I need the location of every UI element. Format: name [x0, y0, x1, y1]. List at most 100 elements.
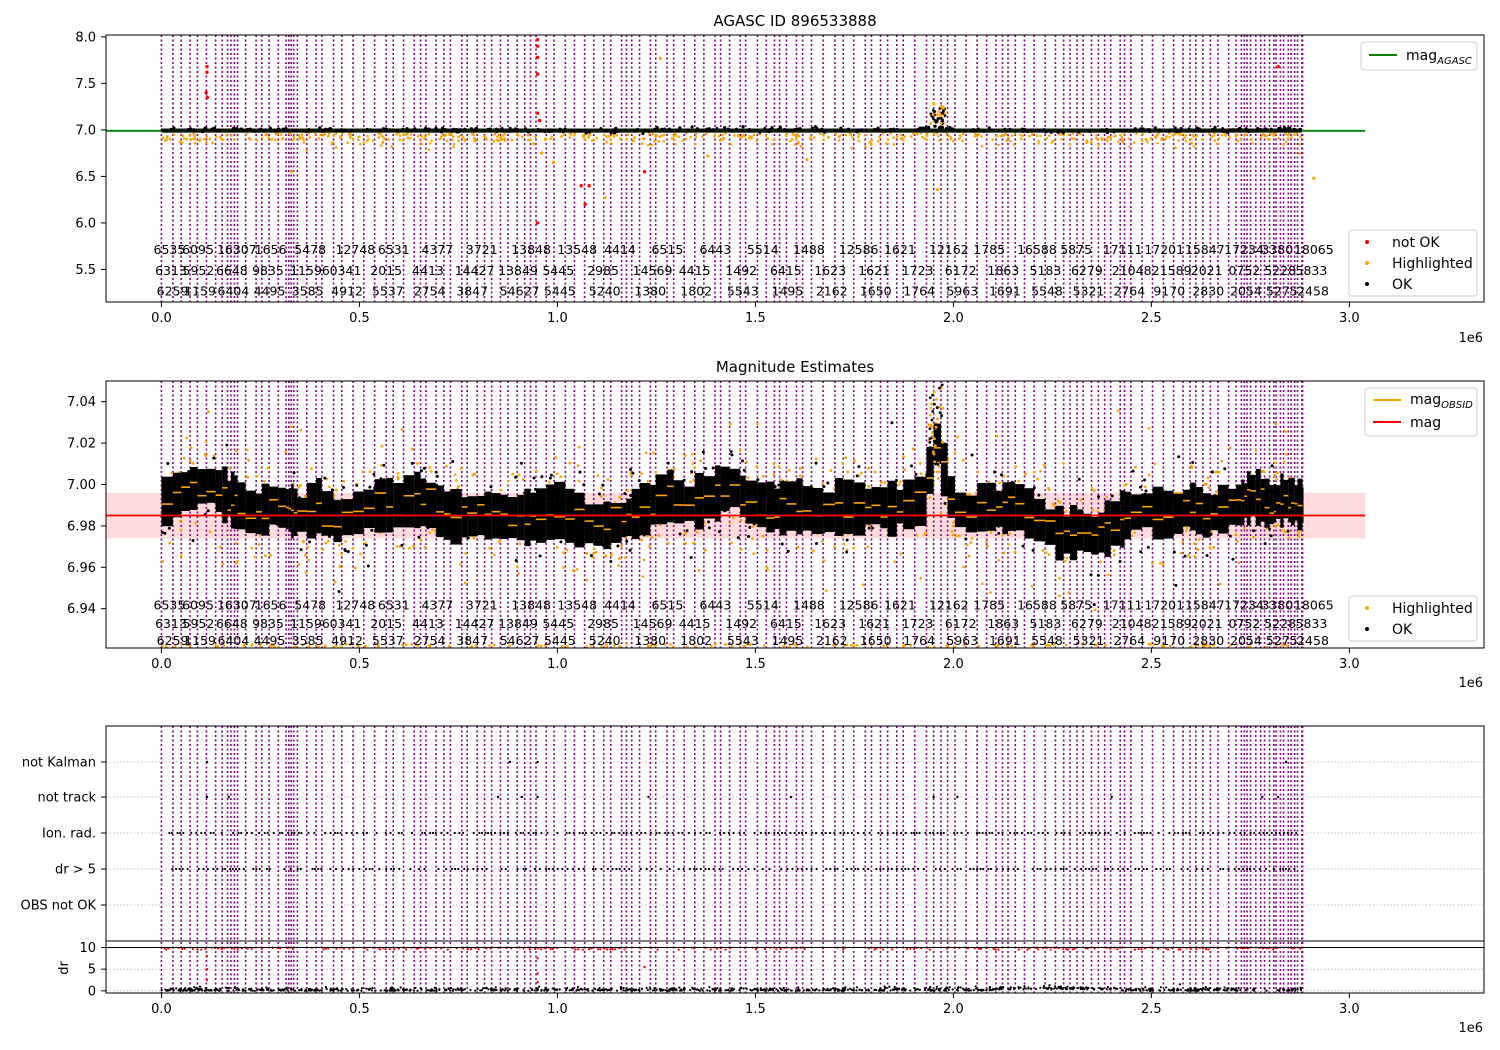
ok-point — [1097, 495, 1101, 499]
flag-point — [556, 867, 559, 871]
dr-point — [646, 988, 649, 992]
flag-point — [313, 867, 317, 871]
dr-point — [1101, 987, 1104, 990]
dr-point — [379, 989, 382, 992]
ok-point — [370, 524, 374, 528]
ok-points-block — [655, 474, 668, 525]
flag-point — [856, 867, 860, 871]
ok-point — [563, 500, 567, 504]
ok-point — [1025, 129, 1029, 134]
highlighted-point — [559, 475, 563, 479]
ok-point — [786, 525, 790, 529]
flag-point — [975, 867, 979, 871]
highlighted-point — [332, 134, 336, 138]
ok-point — [581, 504, 585, 508]
ok-points-block — [834, 478, 844, 536]
ok-points-block — [161, 476, 173, 527]
flag-point — [682, 867, 685, 871]
ok-point — [215, 129, 220, 133]
dr-point — [474, 989, 477, 992]
highlighted-point — [1148, 642, 1152, 646]
flag-point — [753, 831, 756, 835]
magnitude-axes-frame — [105, 380, 1485, 649]
flag-point — [850, 867, 853, 871]
obs-id-annotation: 1723 — [902, 616, 934, 631]
flag-point — [1142, 867, 1145, 871]
highlighted-point — [340, 552, 343, 556]
dr-point — [951, 988, 954, 991]
ok-point — [741, 459, 745, 463]
highlighted-point — [1177, 139, 1180, 143]
flag-point — [850, 831, 853, 835]
highlighted-point — [693, 466, 697, 469]
highlighted-point — [412, 544, 416, 548]
highlighted-point — [605, 642, 609, 646]
highlighted-point — [766, 568, 769, 571]
dr-point — [798, 989, 801, 992]
highlighted-point — [1106, 573, 1110, 577]
flag-point — [250, 831, 253, 835]
obs-id-annotation: 5963 — [946, 284, 978, 299]
dr-point — [181, 989, 185, 992]
ok-point — [1077, 477, 1081, 481]
flag-point — [429, 831, 432, 835]
highlighted-point — [211, 141, 214, 145]
highlighted-point — [1191, 134, 1195, 137]
flag-point — [1155, 867, 1158, 871]
highlighted-point — [332, 645, 336, 648]
ok-point — [934, 398, 938, 401]
obs-id-annotation: 1495 — [772, 284, 804, 299]
not-ok-point — [535, 44, 540, 48]
ok-point — [1252, 529, 1256, 533]
highlighted-point — [576, 464, 580, 468]
flag-point — [797, 831, 801, 835]
ok-point — [1006, 506, 1010, 510]
dr-point — [425, 989, 428, 992]
ok-point — [549, 473, 553, 477]
ok-point — [281, 490, 285, 494]
flag-point — [1228, 831, 1231, 835]
highlighted-point — [1192, 144, 1196, 148]
ok-point — [1018, 521, 1022, 525]
ok-point — [619, 128, 623, 133]
dr-point — [1246, 987, 1249, 991]
obs-id-annotation: 2015 — [370, 263, 402, 278]
flag-point — [915, 831, 918, 835]
highlighted-point — [406, 136, 410, 140]
highlighted-point — [646, 644, 650, 648]
dr-point — [277, 988, 280, 991]
highlighted-point — [1093, 608, 1097, 612]
dr-point — [195, 986, 198, 990]
highlighted-point — [1014, 465, 1018, 468]
flag-point — [431, 831, 435, 835]
flag-point — [732, 831, 735, 835]
dr-point — [1290, 988, 1293, 991]
ok-point — [529, 509, 533, 513]
ok-point — [746, 510, 750, 514]
flag-point — [1237, 867, 1241, 871]
magnitude-marks — [106, 381, 1366, 648]
obs-id-annotation: 2021 — [1191, 263, 1223, 278]
dr-point — [1119, 986, 1122, 989]
highlighted-point — [1214, 470, 1218, 474]
ok-point — [500, 126, 504, 131]
obs-id-annotation: 2054 — [1230, 284, 1262, 299]
ok-point — [417, 535, 421, 539]
flag-point — [590, 831, 593, 835]
obs-id-annotation: 5537 — [372, 284, 404, 299]
dr-point — [988, 989, 991, 992]
ok-point — [497, 128, 501, 132]
x-tick-label: 3.0 — [1339, 311, 1360, 326]
dr-point — [1071, 987, 1074, 990]
ok-points-block — [941, 442, 948, 497]
ok-point — [302, 524, 306, 528]
highlighted-point — [1299, 135, 1302, 139]
dr-not-ok-point — [322, 948, 325, 951]
highlighted-point — [221, 562, 225, 566]
ok-point — [674, 496, 678, 500]
ok-point — [1223, 129, 1227, 133]
obs-id-annotation: 2162 — [816, 633, 848, 648]
highlighted-point — [883, 481, 887, 485]
highlighted-point — [482, 135, 486, 138]
highlighted-point — [292, 135, 296, 139]
